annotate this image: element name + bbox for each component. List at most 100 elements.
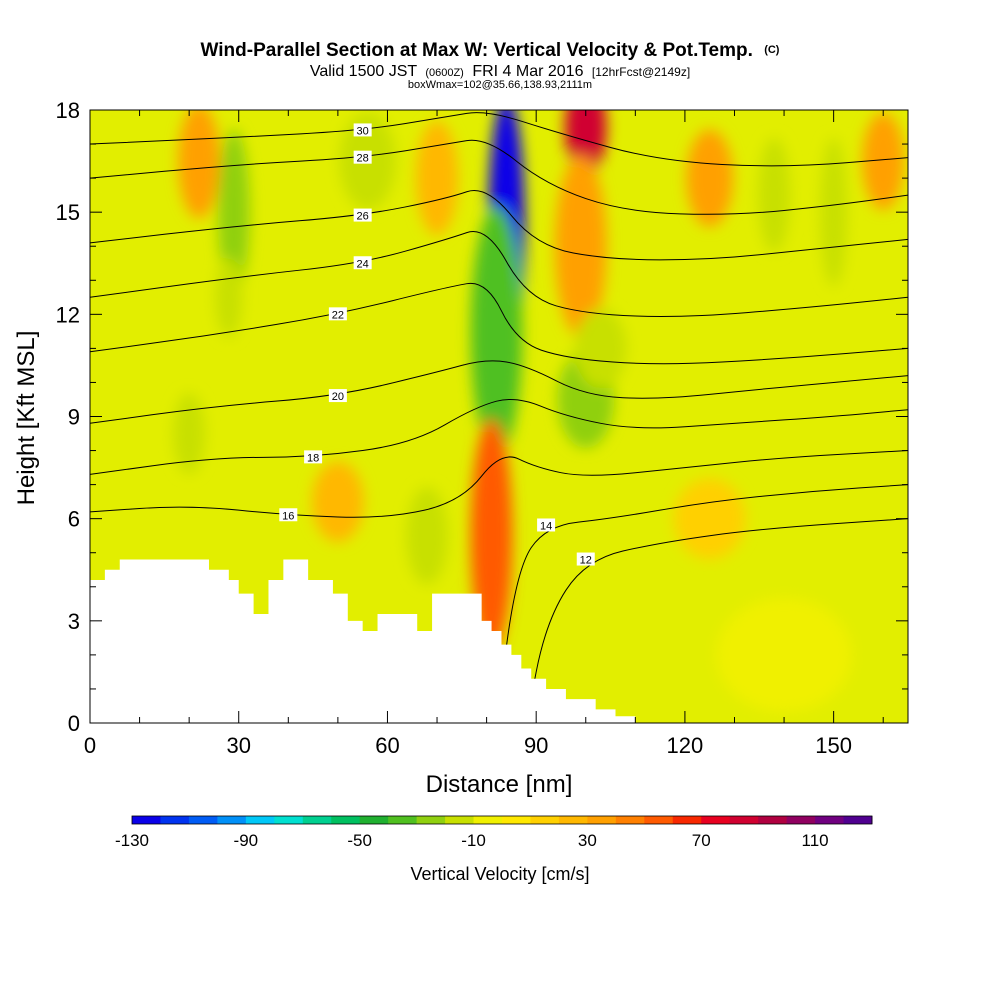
velocity-cell-21 <box>673 478 746 559</box>
contour-label-text: 26 <box>357 211 369 223</box>
x-axis-label: Distance [nm] <box>426 771 573 798</box>
velocity-cell-7 <box>574 308 627 389</box>
velocity-cell-10 <box>178 110 220 219</box>
contour-label-16: 16 <box>279 508 298 522</box>
colorbar-swatch <box>701 816 731 824</box>
x-tick-label: 30 <box>226 733 250 758</box>
contour-line-16 <box>90 450 908 518</box>
plot-area: 12 14 16 18 20 22 24 26 28 30 <box>90 110 908 723</box>
colorbar-swatch <box>132 816 161 824</box>
colorbar: -130 -90 -50 -10 30 70 110 <box>115 815 873 850</box>
contour-line-20 <box>90 360 908 424</box>
colorbar-swatch <box>416 816 446 824</box>
colorbar-swatch <box>786 816 816 824</box>
colorbar-tick-label: -90 <box>234 831 259 850</box>
velocity-cell-19 <box>312 461 364 542</box>
velocity-cell-20 <box>716 597 853 712</box>
contour-labels: 12 14 16 18 20 22 24 26 28 30 <box>279 123 595 567</box>
contour-line-26 <box>90 190 908 261</box>
colorbar-tick-label: -10 <box>461 831 486 850</box>
colorbar-tick-label: -130 <box>115 831 149 850</box>
chart-subtitle: Valid 1500 JST (0600Z) FRI 4 Mar 2016 [1… <box>310 63 690 80</box>
colorbar-swatch <box>729 816 759 824</box>
y-tick-label: 12 <box>56 302 80 327</box>
chart-title: Wind-Parallel Section at Max W: Vertical… <box>201 40 780 61</box>
y-tick-label: 0 <box>68 711 80 736</box>
contour-label-text: 14 <box>540 520 552 532</box>
velocity-cell-16 <box>758 138 791 253</box>
contour-label-28: 28 <box>353 150 372 165</box>
y-tick-label: 6 <box>68 507 80 532</box>
contour-label-22: 22 <box>328 307 347 321</box>
velocity-cell-1 <box>470 206 523 457</box>
contour-label-text: 30 <box>357 125 369 137</box>
velocity-cell-17 <box>406 487 448 585</box>
colorbar-swatch <box>302 816 332 824</box>
chart-subtitle2: boxWmax=102@35.66,138.93,2111m <box>408 79 592 91</box>
colorbar-swatch <box>388 816 418 824</box>
subtitle-valid: Valid 1500 JST <box>310 63 418 80</box>
colorbar-swatch <box>331 816 361 824</box>
contour-label-30: 30 <box>353 123 372 137</box>
contour-label-26: 26 <box>353 208 372 223</box>
velocity-cell-15 <box>820 138 848 287</box>
contour-label-12: 12 <box>576 552 595 567</box>
colorbar-swatch <box>644 816 674 824</box>
y-tick-label: 3 <box>68 609 80 634</box>
x-tick-label: 90 <box>524 733 548 758</box>
x-tick-label: 60 <box>375 733 399 758</box>
colorbar-swatch <box>758 816 788 824</box>
terrain-mask <box>90 559 636 723</box>
contour-label-text: 16 <box>282 510 294 522</box>
velocity-cell-13 <box>686 129 734 227</box>
y-axis-label: Height [Kft MSL] <box>13 331 40 506</box>
colorbar-swatch <box>445 816 475 824</box>
velocity-cell-14 <box>862 112 905 210</box>
colorbar-swatch <box>188 816 218 824</box>
contour-label-24: 24 <box>353 256 372 270</box>
contour-label-20: 20 <box>328 389 347 403</box>
colorbar-swatch <box>558 816 588 824</box>
subtitle-zulu: (0600Z) <box>425 67 464 79</box>
contour-label-text: 20 <box>332 391 344 403</box>
y-tick-label: 15 <box>56 200 80 225</box>
contour-label-14: 14 <box>537 518 556 532</box>
colorbar-swatch <box>672 816 702 824</box>
velocity-cell-9 <box>215 257 243 338</box>
velocity-field <box>173 110 905 712</box>
contour-label-text: 28 <box>357 153 369 165</box>
colorbar-tick-label: 110 <box>802 831 829 850</box>
velocity-cell-18 <box>173 393 206 474</box>
title-mark: (C) <box>764 44 780 56</box>
subtitle-date: FRI 4 Mar 2016 <box>472 63 583 80</box>
y-tick-label: 9 <box>68 405 80 430</box>
colorbar-swatch <box>217 816 247 824</box>
colorbar-swatch <box>843 816 873 824</box>
colorbar-swatch <box>615 816 645 824</box>
contour-line-28 <box>90 139 908 215</box>
contour-line-18 <box>90 398 908 475</box>
colorbar-label: Vertical Velocity [cm/s] <box>410 864 589 884</box>
velocity-cell-8 <box>217 129 250 295</box>
colorbar-swatch <box>502 816 531 824</box>
x-tick-label: 150 <box>815 733 852 758</box>
y-tick-label: 18 <box>56 98 80 123</box>
colorbar-swatch <box>274 816 304 824</box>
colorbar-tick-label: -50 <box>347 831 372 850</box>
title-main: Wind-Parallel Section at Max W: Vertical… <box>201 40 753 61</box>
colorbar-swatch <box>530 816 560 824</box>
contour-label-18: 18 <box>304 450 323 464</box>
colorbar-swatch <box>245 816 275 824</box>
x-axis: 0 30 60 90 120 150 <box>84 110 884 758</box>
colorbar-swatch <box>587 816 617 824</box>
contour-line-12 <box>525 518 908 723</box>
colorbar-swatch <box>160 816 190 824</box>
y-axis: 0 3 6 9 12 15 18 <box>56 98 908 736</box>
contour-line-30 <box>90 112 908 167</box>
contour-label-text: 24 <box>357 258 369 270</box>
colorbar-swatch <box>815 816 845 824</box>
velocity-cell-12 <box>416 121 458 236</box>
contour-line-24 <box>90 231 908 317</box>
contour-label-text: 18 <box>307 452 319 464</box>
